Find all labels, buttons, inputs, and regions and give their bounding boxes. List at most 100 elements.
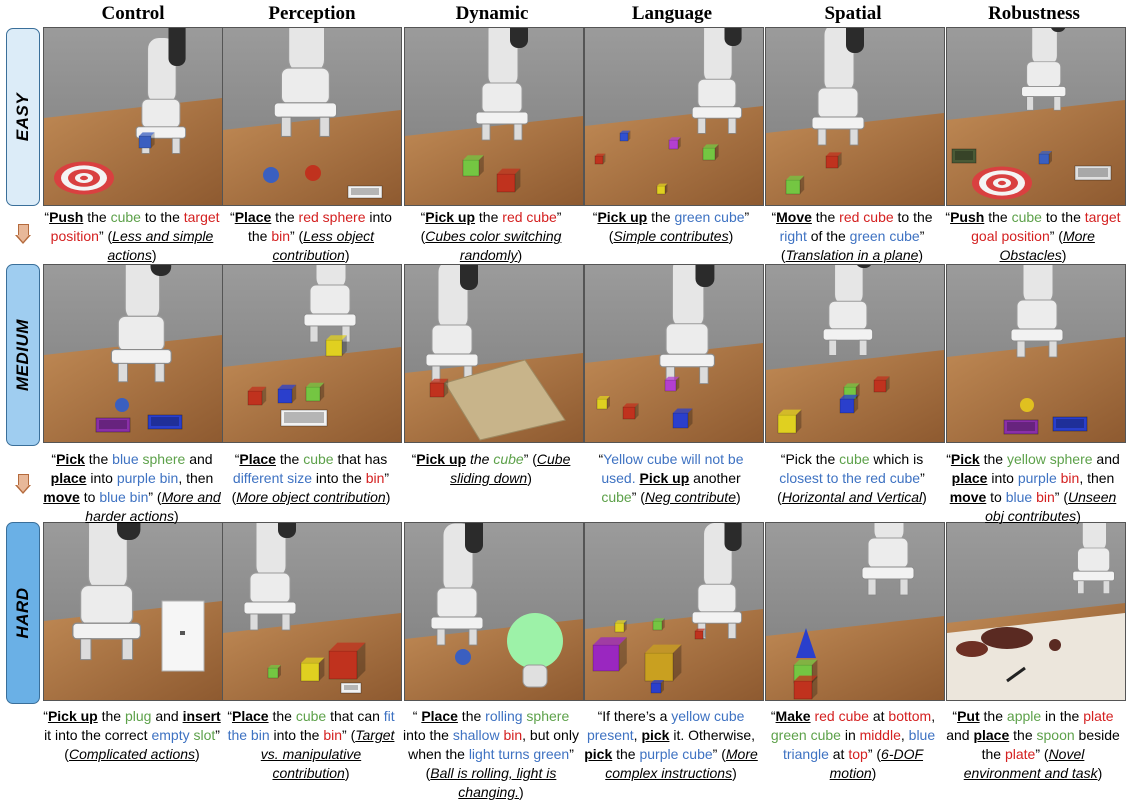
caption-hard-perception: “Place the cube that can fit the bin int… (227, 708, 395, 781)
caption-hard-spatial: “Make red cube at bottom, green cube in … (770, 708, 936, 781)
blue-bin (1052, 416, 1088, 432)
blue-cube (138, 132, 155, 149)
red-cube (825, 152, 842, 169)
col-header-spatial: Spatial (824, 3, 882, 24)
screenshot-easy-spatial (765, 27, 945, 206)
yellow-sphere (1020, 398, 1034, 412)
level-label-easy: EASY (13, 92, 32, 142)
screenshot-hard-perception (222, 522, 402, 701)
green-cube (702, 144, 719, 161)
level-band-medium: MEDIUM (6, 264, 40, 446)
blue-bin (147, 414, 183, 430)
green-cube (267, 665, 281, 679)
white-bin (280, 409, 328, 427)
target-icon (972, 166, 1032, 200)
plate (981, 627, 1033, 649)
purple-bin (95, 417, 131, 433)
caption-hard-control: “Pick up the plug and insert it into the… (43, 708, 221, 762)
col-header-robustness: Robustness (988, 3, 1080, 24)
robot-arm (1021, 28, 1067, 111)
spoon (1006, 666, 1026, 683)
level-band-easy: EASY (6, 28, 40, 206)
caption-medium-perception: “Place the cube that has different size … (231, 451, 391, 505)
red-sphere (305, 165, 321, 181)
screenshot-hard-language (584, 522, 764, 701)
screenshot-hard-robustness (946, 522, 1126, 701)
screenshot-hard-control (43, 522, 223, 701)
level-label-medium: MEDIUM (13, 319, 32, 391)
white-bin (347, 185, 383, 199)
col-header-control: Control (101, 3, 165, 24)
red-cube (328, 642, 366, 680)
blue-cube (672, 408, 693, 429)
col-header-dynamic: Dynamic (455, 3, 529, 24)
caption-easy-control: “Push the cube to the target position” (… (44, 209, 220, 263)
red-cube (429, 378, 449, 398)
blue-cube (839, 394, 859, 414)
robot-arm (110, 265, 172, 383)
red-cube (247, 386, 267, 406)
table (947, 337, 1125, 442)
screenshot-medium-language (584, 264, 764, 443)
screenshot-easy-dynamic (404, 27, 584, 206)
robot-arm (273, 28, 338, 137)
blue-sphere (455, 649, 471, 665)
screenshot-hard-dynamic (404, 522, 584, 701)
red-cube (594, 153, 606, 165)
level-band-hard: HARD (6, 522, 40, 704)
yellow-cube (777, 409, 802, 434)
bin (340, 682, 362, 694)
caption-easy-spatial: “Move the red cube to the right of the g… (771, 209, 933, 263)
robot-arm (811, 28, 865, 146)
caption-medium-spatial: “Pick the cube which is closest to the r… (777, 451, 927, 505)
bowl (956, 641, 988, 657)
blue-cube (277, 384, 297, 404)
blue-triangle (796, 628, 816, 658)
screenshot-easy-control (43, 27, 223, 206)
caption-hard-dynamic: “ Place the rolling sphere into the shal… (403, 708, 579, 800)
blue-cube (650, 680, 664, 694)
red-cube (622, 403, 639, 420)
caption-hard-robustness: “Put the apple in the plate and place th… (946, 708, 1120, 781)
caption-easy-dynamic: “Pick up the red cube” (Cubes color swit… (420, 209, 562, 263)
yellow-cube (325, 335, 347, 357)
green-cube (785, 175, 805, 195)
yellow-cube (596, 396, 610, 410)
blue-sphere (115, 398, 129, 412)
ramp (444, 359, 566, 441)
yellow-cube (656, 183, 668, 195)
target-icon (54, 161, 114, 195)
yellow-cube (300, 657, 325, 682)
screenshot-medium-control (43, 264, 223, 443)
caption-easy-perception: “Place the red sphere into the bin” (Les… (230, 209, 392, 263)
caption-medium-dynamic: “Pick up the cube” (Cube sliding down) (411, 451, 571, 486)
caption-medium-robustness: “Pick the yellow sphere and place into p… (946, 451, 1120, 524)
col-header-language: Language (631, 3, 713, 24)
red-cube (873, 376, 890, 393)
purple-cube (592, 637, 627, 672)
red-cube (496, 168, 521, 193)
table (405, 116, 583, 205)
red-cube (793, 675, 818, 700)
red-cube (694, 628, 706, 640)
obstacle (951, 148, 977, 164)
blue-sphere (263, 167, 279, 183)
light-bulb (507, 613, 563, 669)
green-cube (462, 155, 484, 177)
robot-arm (822, 265, 874, 356)
col-header-perception: Perception (268, 3, 356, 24)
yellow-cube (644, 644, 682, 682)
robot-arm (1072, 523, 1115, 594)
obstacle (1074, 165, 1112, 181)
table (585, 609, 763, 700)
robot-arm (475, 28, 529, 141)
green-cube (652, 618, 665, 631)
purple-bin (1003, 419, 1039, 435)
robot-arm (72, 523, 142, 661)
robot-arm (861, 523, 915, 596)
caption-easy-language: “Pick up the green cube” (Simple contrib… (592, 209, 750, 244)
screenshot-medium-spatial (765, 264, 945, 443)
screenshot-easy-robustness (946, 27, 1126, 206)
apple (1049, 639, 1061, 651)
